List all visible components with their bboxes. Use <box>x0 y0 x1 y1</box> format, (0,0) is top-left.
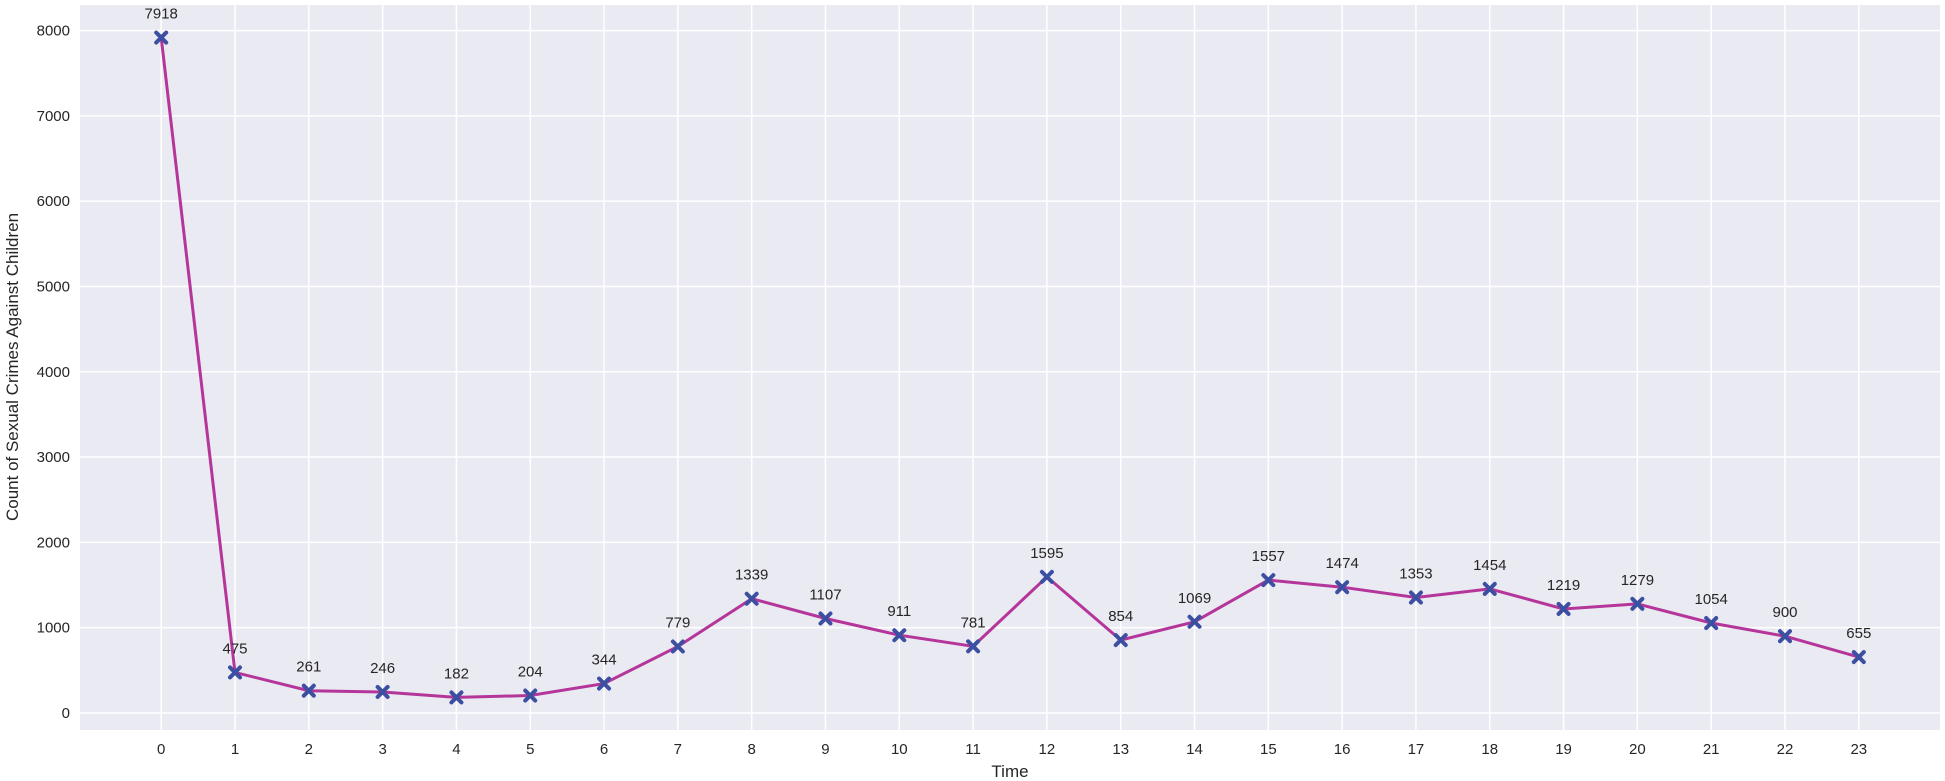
series-markers <box>154 30 1866 705</box>
x-tick-label: 4 <box>452 741 460 758</box>
data-point-marker <box>670 639 685 654</box>
series-line <box>159 37 1860 699</box>
y-gridlines <box>80 29 1940 714</box>
y-tick-label: 4000 <box>37 364 70 381</box>
data-label: 1454 <box>1473 557 1506 574</box>
data-point-marker <box>1630 596 1645 611</box>
data-point-marker <box>966 639 981 654</box>
data-point-marker <box>449 690 464 705</box>
data-point-marker <box>1113 633 1128 648</box>
data-label: 1107 <box>809 587 841 604</box>
data-label: 779 <box>665 614 690 631</box>
y-tick-labels: 0 1000 2000 3000 4000 5000 6000 7000 8000 <box>37 23 70 722</box>
x-tick-label: 0 <box>157 741 165 758</box>
x-tick-label: 22 <box>1777 741 1794 758</box>
x-tick-label: 9 <box>821 741 829 758</box>
plot-background <box>80 5 1940 730</box>
y-tick-label: 2000 <box>37 534 70 551</box>
data-label: 1339 <box>735 567 768 584</box>
data-point-marker <box>1408 590 1423 605</box>
data-label: 900 <box>1772 604 1797 621</box>
y-tick-label: 8000 <box>37 23 70 40</box>
x-tick-label: 12 <box>1039 741 1056 758</box>
data-label: 182 <box>444 665 469 682</box>
data-label: 1474 <box>1325 555 1358 572</box>
data-label: 854 <box>1108 608 1133 625</box>
data-point-marker <box>744 591 759 606</box>
y-tick-label: 0 <box>62 705 70 722</box>
data-label: 1353 <box>1399 566 1432 583</box>
y-tick-label: 1000 <box>37 620 70 637</box>
x-tick-label: 18 <box>1481 741 1498 758</box>
x-tick-label: 5 <box>526 741 534 758</box>
data-point-marker <box>818 611 833 626</box>
data-point-marker <box>523 688 538 703</box>
data-label: 475 <box>222 640 247 657</box>
x-tick-label: 13 <box>1112 741 1129 758</box>
data-point-marker <box>1851 650 1866 665</box>
data-point-marker <box>1482 581 1497 596</box>
data-label: 1069 <box>1178 590 1211 607</box>
x-tick-label: 10 <box>891 741 908 758</box>
data-point-marker <box>1556 601 1571 616</box>
data-point-marker <box>1778 629 1792 644</box>
x-tick-label: 16 <box>1334 741 1351 758</box>
data-label: 7918 <box>145 6 178 23</box>
data-label: 1279 <box>1621 572 1654 589</box>
data-label: 781 <box>961 614 986 631</box>
x-gridlines <box>160 5 1860 730</box>
data-point-marker <box>301 683 316 698</box>
x-tick-label: 6 <box>600 741 608 758</box>
x-tick-label: 7 <box>674 741 682 758</box>
x-tick-label: 8 <box>747 741 755 758</box>
data-point-marker <box>1261 573 1276 588</box>
data-point-marker <box>597 676 612 691</box>
data-label: 1595 <box>1030 545 1063 562</box>
x-axis-title: Time <box>991 762 1028 781</box>
x-tick-label: 11 <box>965 741 981 758</box>
x-tick-label: 3 <box>378 741 386 758</box>
y-tick-label: 3000 <box>37 449 70 466</box>
x-tick-label: 17 <box>1408 741 1425 758</box>
y-tick-label: 7000 <box>37 108 70 125</box>
data-point-marker <box>375 684 390 699</box>
data-labels: 7918 475 261 246 182 204 344 779 1339 1107 911 781 1… <box>145 6 1872 683</box>
data-label: 246 <box>370 660 395 677</box>
data-point-marker <box>1039 569 1054 584</box>
data-point-marker <box>1704 616 1719 631</box>
y-tick-label: 6000 <box>37 193 70 210</box>
x-tick-label: 1 <box>231 741 239 758</box>
y-axis-title: Count of Sexual Crimes Against Children <box>3 213 22 521</box>
data-label: 1557 <box>1252 548 1285 565</box>
x-tick-label: 21 <box>1703 741 1720 758</box>
data-point-marker <box>154 30 169 45</box>
x-tick-label: 15 <box>1260 741 1277 758</box>
x-tick-label: 19 <box>1555 741 1572 758</box>
x-tick-label: 20 <box>1629 741 1646 758</box>
data-label: 261 <box>296 659 321 676</box>
data-point-marker <box>228 665 242 680</box>
data-label: 1219 <box>1547 577 1580 594</box>
data-point-marker <box>892 628 907 643</box>
data-point-marker <box>1335 580 1350 595</box>
data-point-marker <box>1187 614 1202 629</box>
data-label: 655 <box>1846 625 1871 642</box>
x-tick-label: 14 <box>1186 741 1203 758</box>
data-label: 204 <box>518 664 543 681</box>
data-label: 1054 <box>1695 591 1728 608</box>
x-tick-label: 2 <box>305 741 313 758</box>
data-label: 344 <box>592 652 617 669</box>
data-label: 911 <box>887 603 911 620</box>
x-tick-labels: 0 1 2 3 4 5 6 7 8 9 10 11 12 13 14 15 16 17 18 19 20 21 22 23 <box>157 741 1867 758</box>
x-tick-label: 23 <box>1850 741 1867 758</box>
y-tick-label: 5000 <box>37 278 70 295</box>
